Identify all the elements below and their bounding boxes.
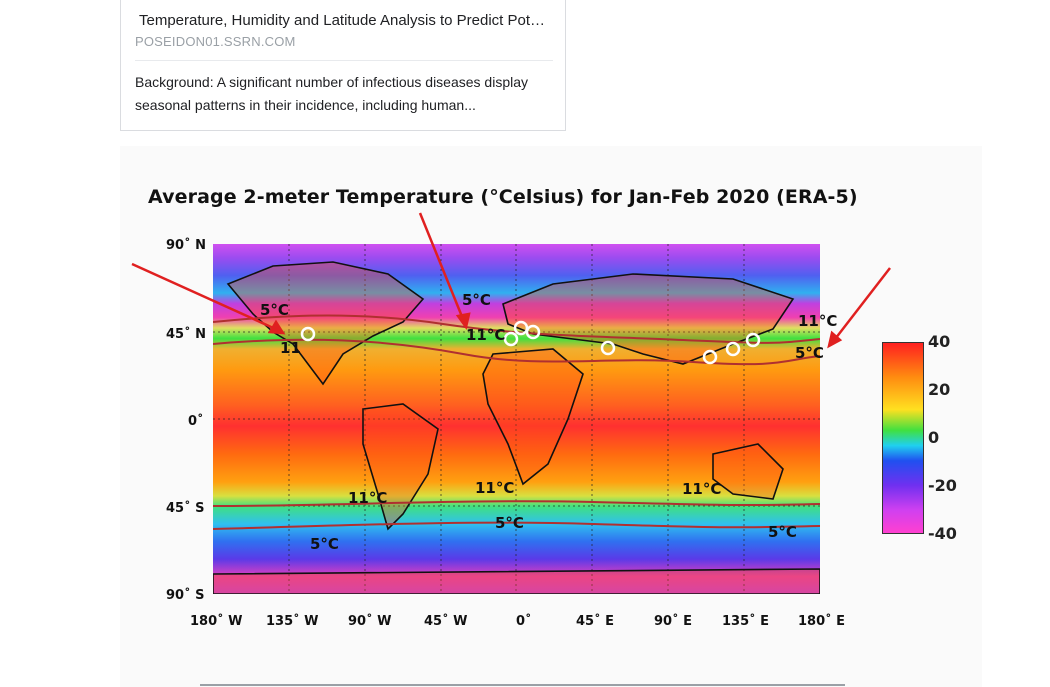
lat-label: 45˚ S	[166, 501, 205, 516]
lon-label: 45˚ W	[424, 614, 468, 629]
contour-label: 11°C	[475, 479, 515, 497]
lon-label: 45˚ E	[576, 614, 614, 629]
colorbar-tick: 0	[928, 428, 940, 447]
world-temperature-map	[213, 244, 820, 594]
contour-label: 11°C	[466, 326, 506, 344]
contour-label: 5°C	[310, 535, 339, 553]
temperature-map-figure[interactable]: Average 2-meter Temperature (°Celsius) f…	[120, 146, 982, 687]
contour-label: 5°C	[795, 344, 824, 362]
contour-label: 11	[280, 339, 301, 357]
contour-lines	[213, 314, 820, 530]
colorbar-tick: -40	[928, 524, 957, 543]
continent-outlines	[213, 261, 820, 594]
result-source: POSEIDON01.SSRN.COM	[135, 34, 296, 49]
figure-title: Average 2-meter Temperature (°Celsius) f…	[148, 186, 858, 208]
map-overlay	[213, 244, 820, 594]
highlight-circles	[300, 320, 761, 365]
lon-label: 135˚ W	[266, 614, 319, 629]
colorbar-tick: 20	[928, 380, 951, 399]
card-divider	[135, 60, 553, 61]
result-title-link[interactable]: Temperature, Humidity and Latitude Analy…	[139, 12, 546, 29]
temperature-colorbar	[882, 342, 924, 534]
colorbar-tick: 40	[928, 332, 951, 351]
contour-label: 5°C	[495, 514, 524, 532]
search-result-card[interactable]: Temperature, Humidity and Latitude Analy…	[120, 0, 566, 131]
colorbar-tick: -20	[928, 476, 957, 495]
grid-lines	[213, 244, 820, 594]
contour-label: 5°C	[260, 301, 289, 319]
lon-label: 135˚ E	[722, 614, 770, 629]
figure-bottom-rule	[200, 684, 845, 686]
contour-label: 11°C	[682, 480, 722, 498]
contour-label: 11°C	[798, 312, 838, 330]
lon-label: 0˚	[516, 614, 532, 629]
lon-label: 90˚ E	[654, 614, 692, 629]
result-snippet: Background: A significant number of infe…	[135, 74, 529, 113]
lat-label: 90˚ N	[166, 238, 206, 253]
contour-label: 5°C	[462, 291, 491, 309]
lat-label: 90˚ S	[166, 588, 205, 603]
lat-label: 0˚	[188, 414, 204, 429]
lon-label: 180˚ E	[798, 614, 846, 629]
contour-label: 11°C	[348, 489, 388, 507]
lat-label: 45˚ N	[166, 327, 206, 342]
lon-label: 180˚ W	[190, 614, 243, 629]
contour-label: 5°C	[768, 523, 797, 541]
lon-label: 90˚ W	[348, 614, 392, 629]
